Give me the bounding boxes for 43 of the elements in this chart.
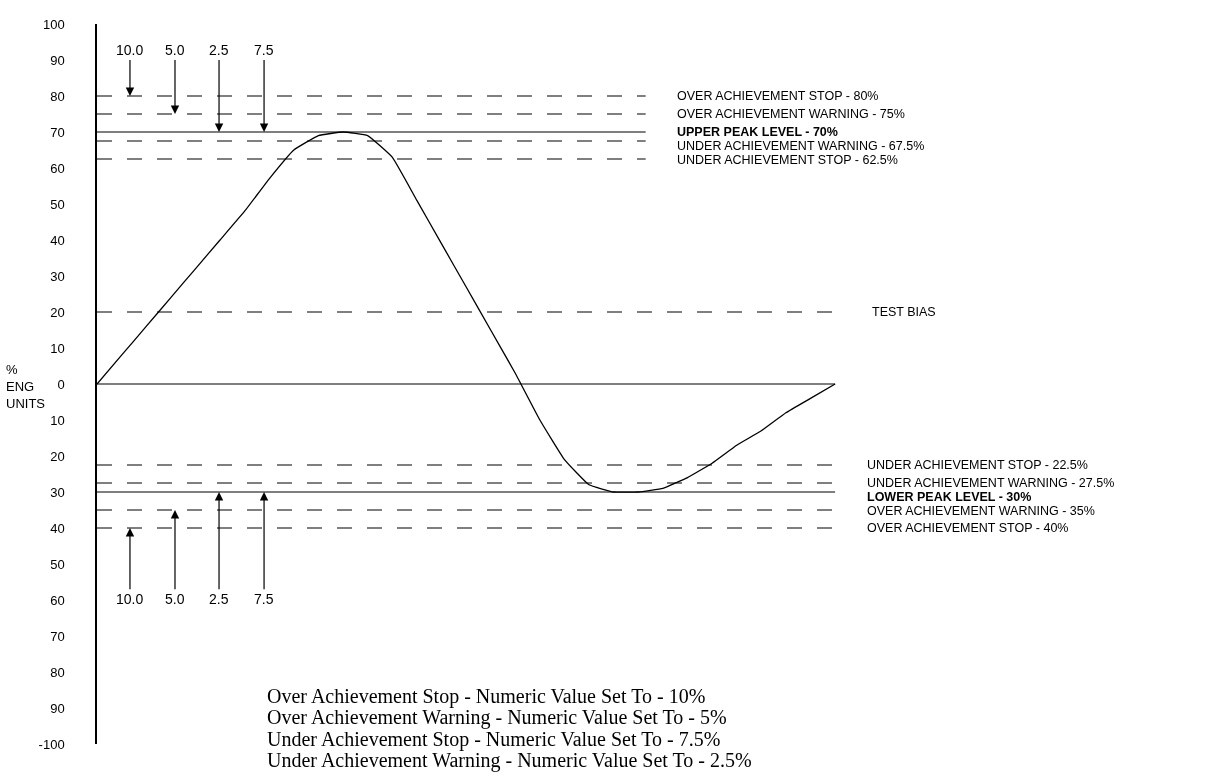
y-axis-title: % ENG UNITS bbox=[6, 362, 46, 411]
ref-line-label: OVER ACHIEVEMENT STOP - 80% bbox=[677, 89, 879, 103]
y-tick-label: 70 bbox=[50, 124, 65, 140]
y-tick-label: 10 bbox=[50, 412, 65, 428]
annotation: Over Achievement Stop - Numeric Value Set To - 10% bbox=[267, 685, 706, 708]
ref-line-label: UNDER ACHIEVEMENT STOP - 22.5% bbox=[867, 458, 1088, 472]
annotation: 2.5 bbox=[209, 42, 229, 58]
y-tick-label: 50 bbox=[50, 556, 65, 572]
y-tick-label: 100 bbox=[42, 16, 65, 32]
annotation: 2.5 bbox=[209, 591, 229, 607]
y-tick-label: 50 bbox=[50, 196, 65, 212]
y-tick-label: 80 bbox=[50, 88, 65, 104]
ref-line-label: UNDER ACHIEVEMENT STOP - 62.5% bbox=[677, 153, 898, 167]
y-tick-label: 90 bbox=[50, 52, 65, 68]
annotation: 5.0 bbox=[165, 42, 185, 58]
y-tick-label: 20 bbox=[50, 304, 65, 320]
y-tick-label: 60 bbox=[50, 592, 65, 608]
annotation: 10.0 bbox=[116, 42, 144, 58]
y-tick-label: 80 bbox=[50, 664, 65, 680]
y-tick-label: 10 bbox=[50, 340, 65, 356]
ref-line-label: UNDER ACHIEVEMENT WARNING - 27.5% bbox=[867, 476, 1115, 490]
ref-line-label: UPPER PEAK LEVEL - 70% bbox=[677, 125, 838, 139]
y-tick-label: 60 bbox=[50, 160, 65, 176]
annotation: 10.0 bbox=[116, 591, 144, 607]
ref-line-label: UNDER ACHIEVEMENT WARNING - 67.5% bbox=[677, 139, 925, 153]
y-tick-label: 30 bbox=[50, 484, 65, 500]
ref-line-label: LOWER PEAK LEVEL - 30% bbox=[867, 490, 1032, 504]
ref-line-label: TEST BIAS bbox=[872, 305, 936, 319]
ref-line-label: OVER ACHIEVEMENT STOP - 40% bbox=[867, 521, 1069, 535]
y-tick-label: 0 bbox=[57, 376, 65, 392]
annotation: Under Achievement Stop - Numeric Value Set To - 7.5% bbox=[267, 728, 721, 751]
y-tick-label: 40 bbox=[50, 520, 65, 536]
y-tick-label: 90 bbox=[50, 700, 65, 716]
annotation: 5.0 bbox=[165, 591, 185, 607]
annotation: 7.5 bbox=[254, 42, 274, 58]
ref-line-label: OVER ACHIEVEMENT WARNING - 35% bbox=[867, 504, 1095, 518]
y-tick-label: 30 bbox=[50, 268, 65, 284]
y-tick-label: -100 bbox=[38, 736, 65, 752]
y-tick-label: 20 bbox=[50, 448, 65, 464]
y-tick-label: 70 bbox=[50, 628, 65, 644]
y-tick-label: 40 bbox=[50, 232, 65, 248]
ref-line-label: OVER ACHIEVEMENT WARNING - 75% bbox=[677, 107, 905, 121]
annotation: 7.5 bbox=[254, 591, 274, 607]
